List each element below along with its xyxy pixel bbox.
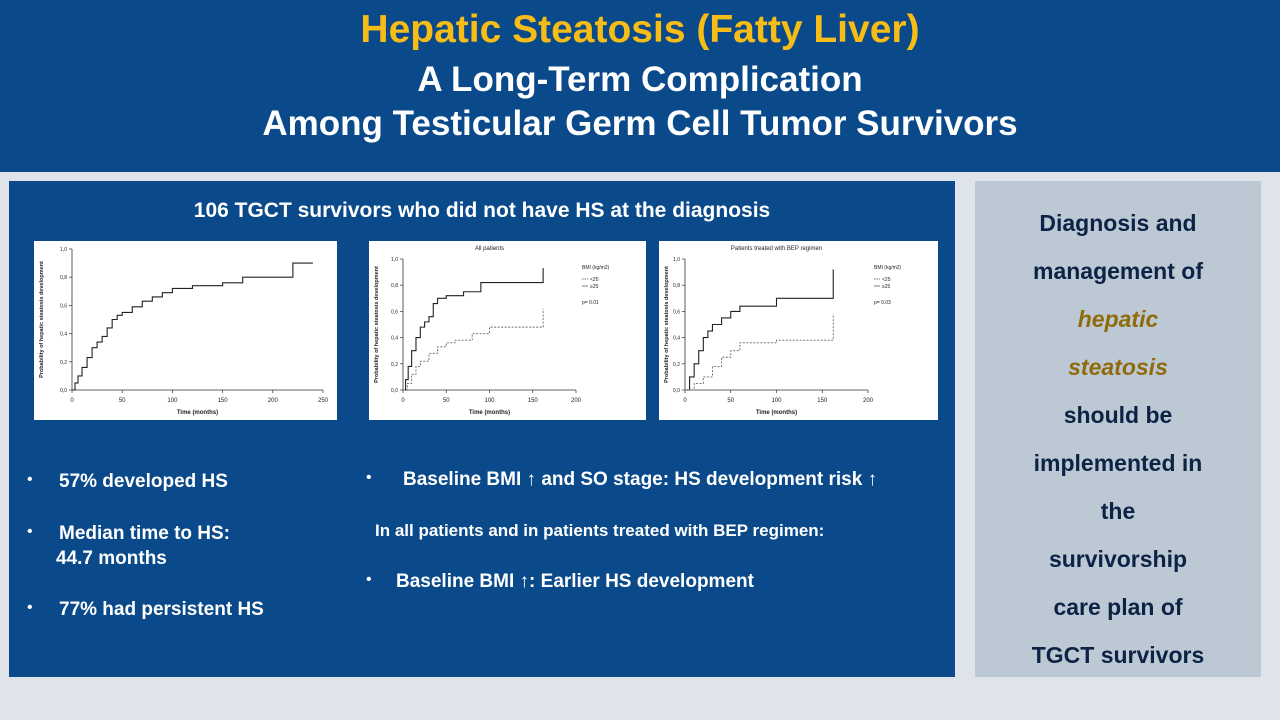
legend-label: <25 bbox=[882, 277, 891, 283]
conclusion-line: the bbox=[1100, 498, 1136, 524]
y-tick-label: 0,8 bbox=[673, 283, 680, 289]
legend-label: <25 bbox=[590, 277, 599, 283]
km-curve-series-1 bbox=[72, 262, 313, 391]
bullet-marker: • bbox=[27, 599, 33, 616]
y-tick-label: 0,2 bbox=[60, 360, 67, 366]
y-tick-label: 0,0 bbox=[60, 388, 67, 394]
main-title: Hepatic Steatosis (Fatty Liver) bbox=[360, 8, 920, 51]
x-tick-label: 0 bbox=[683, 398, 687, 404]
y-axis-label: Probability of hepatic steatosis develop… bbox=[664, 266, 670, 383]
x-tick-label: 100 bbox=[167, 398, 178, 404]
x-tick-label: 100 bbox=[484, 398, 495, 404]
x-axis-label: Time (months) bbox=[177, 410, 218, 416]
bep-km-chart-svg: 0 50 100 150 200 0,0 0,2 0,4 0,6 0,8 1,0 Time (mont… bbox=[664, 246, 902, 416]
y-tick-label: 0,2 bbox=[673, 362, 680, 368]
y-tick-label: 0,0 bbox=[673, 388, 680, 394]
km-curve-series-1 bbox=[403, 268, 544, 391]
conclusion-panel: Diagnosis and management of hepatic stea… bbox=[975, 181, 1261, 677]
km-curve-series-2 bbox=[685, 314, 834, 391]
y-tick-label: 0,6 bbox=[391, 309, 398, 315]
x-tick-label: 150 bbox=[817, 398, 828, 404]
legend-title: BMI (kg/m2) bbox=[874, 265, 902, 271]
y-tick-label: 0,8 bbox=[60, 275, 67, 281]
conclusion-line: implemented in bbox=[1033, 450, 1203, 476]
x-tick-label: 0 bbox=[70, 398, 74, 404]
bullet-marker: • bbox=[27, 523, 33, 540]
finding-bmi-earlier: Baseline BMI ↑: Earlier HS development bbox=[396, 571, 754, 592]
finding-subgroup-note: In all patients and in patients treated … bbox=[375, 521, 825, 540]
stat-developed-hs: 57% developed HS bbox=[59, 471, 228, 492]
overall-km-chart-svg: 0 50 100 150 200 250 0,0 0,2 0,4 0,6 0,8 1,0 Time (m… bbox=[39, 247, 329, 416]
subtitle-line-2: Among Testicular Germ Cell Tumor Survivo… bbox=[262, 104, 1018, 143]
results-panel: 106 TGCT survivors who did not have HS a… bbox=[9, 181, 955, 677]
conclusion-line: survivorship bbox=[1048, 546, 1188, 572]
conclusion-highlight: hepatic bbox=[1077, 306, 1159, 332]
x-tick-label: 150 bbox=[528, 398, 539, 404]
y-tick-label: 0,0 bbox=[391, 388, 398, 394]
conclusion-line: should be bbox=[1063, 402, 1173, 428]
header-banner: Hepatic Steatosis (Fatty Liver) A Long-T… bbox=[0, 0, 1280, 172]
y-axis-label: Probability of hepatic steatosis develop… bbox=[374, 266, 380, 383]
stat-persistent-hs: 77% had persistent HS bbox=[59, 599, 264, 620]
x-tick-label: 200 bbox=[268, 398, 279, 404]
overall-km-chart: 0 50 100 150 200 250 0,0 0,2 0,4 0,6 0,8 1,0 Time (m… bbox=[34, 241, 337, 420]
y-tick-label: 0,8 bbox=[391, 283, 398, 289]
x-tick-label: 50 bbox=[727, 398, 734, 404]
y-tick-label: 1,0 bbox=[391, 257, 398, 263]
x-tick-label: 200 bbox=[571, 398, 582, 404]
x-tick-label: 50 bbox=[119, 398, 126, 404]
stat-median-time-label: Median time to HS: bbox=[59, 523, 231, 544]
x-axis-label: Time (months) bbox=[469, 410, 510, 416]
panel-heading: 106 TGCT survivors who did not have HS a… bbox=[193, 199, 771, 222]
y-tick-label: 1,0 bbox=[673, 257, 680, 263]
legend-label: ≥25 bbox=[590, 284, 599, 290]
bep-km-chart: 0 50 100 150 200 0,0 0,2 0,4 0,6 0,8 1,0 Time (mont… bbox=[659, 241, 938, 420]
km-curve-series-1 bbox=[685, 269, 834, 391]
stat-median-time-value: 44.7 months bbox=[56, 548, 167, 569]
subtitle-line-1: A Long-Term Complication bbox=[417, 60, 863, 99]
x-axis-label: Time (months) bbox=[756, 410, 797, 416]
conclusion-text: Diagnosis and management of hepatic stea… bbox=[975, 199, 1261, 679]
conclusion-line: Diagnosis and bbox=[1039, 210, 1197, 236]
bullet-marker: • bbox=[366, 571, 372, 588]
p-value-label: p= 0.03 bbox=[874, 300, 891, 306]
km-curve-series-2 bbox=[403, 308, 544, 391]
x-tick-label: 50 bbox=[443, 398, 450, 404]
bullet-marker: • bbox=[27, 471, 33, 488]
finding-bmi-so-stage: Baseline BMI ↑ and SO stage: HS developm… bbox=[403, 469, 878, 490]
y-tick-label: 0,4 bbox=[391, 336, 398, 342]
conclusion-line: care plan of bbox=[1053, 594, 1183, 620]
legend-label: ≥25 bbox=[882, 284, 891, 290]
p-value-label: p= 0.01 bbox=[582, 300, 599, 306]
conclusion-line: TGCT survivors bbox=[1031, 642, 1205, 668]
y-tick-label: 0,6 bbox=[60, 303, 67, 309]
x-tick-label: 250 bbox=[318, 398, 329, 404]
conclusion-highlight: steatosis bbox=[1068, 354, 1168, 380]
chart-title: Patients treated with BEP regimen bbox=[731, 246, 822, 252]
y-tick-label: 0,6 bbox=[673, 309, 680, 315]
legend-title: BMI (kg/m2) bbox=[582, 265, 610, 271]
conclusion-line: management of bbox=[1033, 258, 1203, 284]
chart-title: All patients bbox=[475, 246, 504, 252]
x-tick-label: 0 bbox=[401, 398, 405, 404]
y-tick-label: 0,4 bbox=[673, 336, 680, 342]
all-patients-km-chart: 0 50 100 150 200 0,0 0,2 0,4 0,6 0,8 1,0 Time (mont… bbox=[369, 241, 646, 420]
y-axis-label: Probability of hepatic steatosis develop… bbox=[39, 261, 45, 378]
x-tick-label: 100 bbox=[771, 398, 782, 404]
bullet-marker: • bbox=[366, 469, 372, 486]
all-patients-km-chart-svg: 0 50 100 150 200 0,0 0,2 0,4 0,6 0,8 1,0 Time (mont… bbox=[374, 246, 610, 416]
x-tick-label: 150 bbox=[218, 398, 229, 404]
y-tick-label: 0,4 bbox=[60, 332, 67, 338]
y-tick-label: 1,0 bbox=[60, 247, 67, 253]
x-tick-label: 200 bbox=[863, 398, 874, 404]
y-tick-label: 0,2 bbox=[391, 362, 398, 368]
